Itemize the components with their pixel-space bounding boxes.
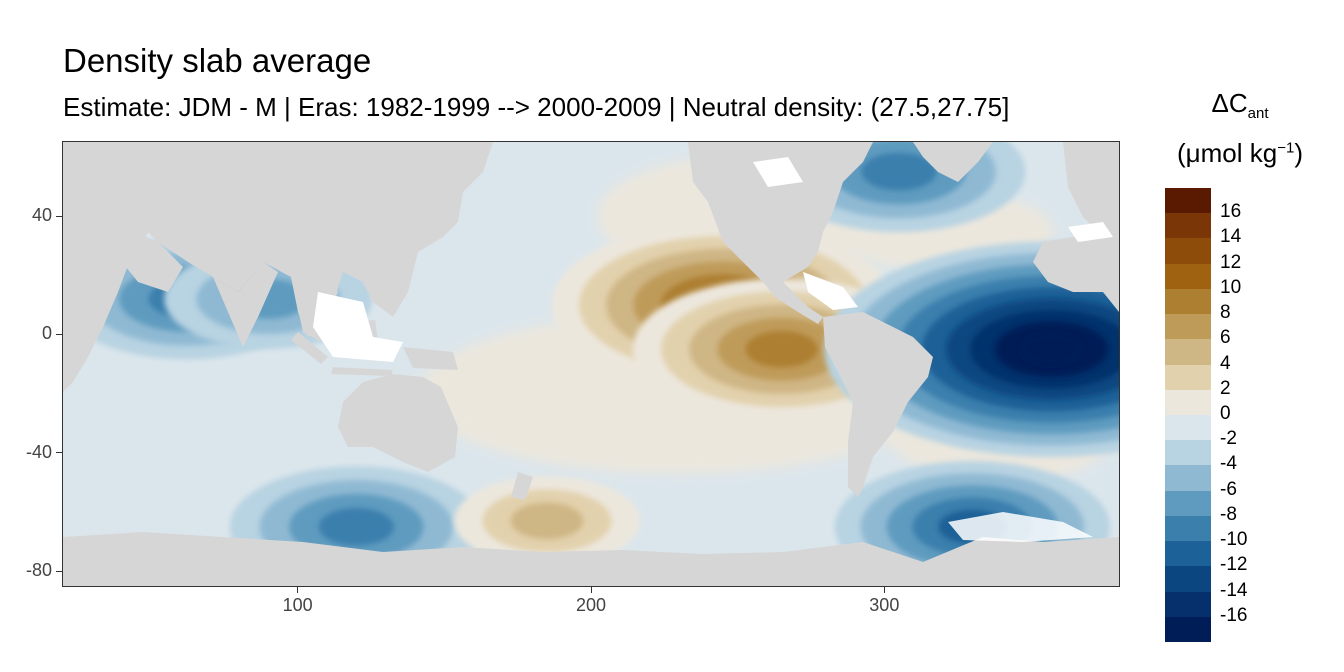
legend-unit-superscript: −1 [1277,139,1295,157]
legend-label: -12 [1220,554,1248,576]
legend-label: -4 [1220,453,1237,475]
land-south-america [823,312,933,497]
land-new-guinea [403,347,458,370]
legend-color-swatch [1165,591,1211,618]
x-tick-mark [883,587,885,593]
land-java [331,367,393,376]
legend-color-swatch [1165,389,1211,416]
no-data-patches [313,157,1113,542]
x-tick-mark [297,587,299,593]
no-data-indonesia [313,292,403,362]
legend-color-swatch [1165,188,1211,214]
no-data-mediterranean [1068,222,1113,242]
x-tick-label: 300 [869,595,900,615]
land-greenland [913,142,993,182]
legend-color-swatch [1165,541,1211,567]
legend-title-symbol: ΔC [1211,88,1248,118]
no-data-weddell [948,512,1093,542]
legend-label: -10 [1220,529,1248,551]
legend-label: -2 [1220,428,1237,450]
no-data-caribbean [803,272,858,310]
legend-color-swatch [1165,415,1211,441]
legend-color-swatch [1165,238,1211,265]
anomaly-zone [63,363,439,484]
y-tick-mark [56,452,62,454]
x-tick-label: 100 [282,595,313,615]
land-africa-east [1033,227,1119,312]
anomaly-feature-contour [745,331,818,368]
legend-label: 10 [1220,276,1242,298]
legend-label: -8 [1220,503,1237,525]
map-panel [62,141,1120,587]
legend-label: 8 [1220,302,1231,324]
legend-label: 12 [1220,251,1242,273]
legend-unit-prefix: (μmol kg [1177,138,1278,168]
land-north-america [688,142,873,282]
legend-label: -16 [1220,604,1248,626]
legend-title-unit: (μmol kg−1) [1165,138,1315,169]
legend-color-swatch [1165,566,1211,593]
land-europe [1063,142,1119,237]
legend-unit-suffix: ) [1294,138,1303,168]
legend-label: 2 [1220,377,1231,399]
land-arabia [118,227,183,292]
chart-subtitle: Estimate: JDM - M | Eras: 1982-1999 --> … [63,92,1010,122]
land-central-america [763,282,823,324]
legend-label: 4 [1220,352,1231,374]
map-plot [63,142,1119,586]
y-tick-mark [56,333,62,335]
x-tick-mark [590,587,592,593]
legend-color-swatch [1165,314,1211,340]
legend-label: -6 [1220,478,1237,500]
legend-color-swatch [1165,490,1211,517]
legend-colorbar [1165,188,1211,643]
y-tick-label: -40 [25,441,52,462]
legend-color-swatch [1165,213,1211,239]
land-new-zealand [511,472,533,500]
land-india [213,262,278,347]
land-australia [338,374,458,472]
legend-color-swatch [1165,263,1211,290]
y-tick-label: -80 [25,560,52,581]
legend-label: 16 [1220,201,1242,223]
y-tick-label: 40 [31,205,52,225]
anomaly-feature-contour [1019,332,1084,366]
legend-color-swatch [1165,440,1211,466]
legend-label: 6 [1220,327,1231,349]
legend-title-subscript: ant [1247,105,1269,123]
y-tick-label: 0 [41,323,52,344]
legend-color-swatch [1165,465,1211,492]
legend-title-variable: ΔCant [1165,88,1315,122]
no-data-hudson [753,157,803,187]
land-japan [401,212,425,257]
land-antarctica [63,532,1119,586]
land-africa-west [63,142,183,392]
anomaly-feature-contour [318,507,394,546]
y-tick-mark [56,570,62,572]
legend-color-swatch [1165,515,1211,542]
anomaly-feature-contour [861,152,937,191]
legend-color-swatch [1165,288,1211,315]
y-tick-mark [56,215,62,217]
legend-label: 14 [1220,226,1242,248]
legend-label: -14 [1220,579,1248,601]
x-tick-label: 200 [575,595,607,615]
legend-color-swatch [1165,339,1211,366]
chart-title: Density slab average [63,42,372,79]
legend-color-swatch [1165,364,1211,391]
land-asia [138,142,493,342]
anomaly-feature-contour [510,502,584,540]
land-sumatra [291,332,328,364]
legend-color-swatch [1165,616,1211,643]
legend-label: 0 [1220,403,1231,424]
land-masses [63,142,1119,586]
